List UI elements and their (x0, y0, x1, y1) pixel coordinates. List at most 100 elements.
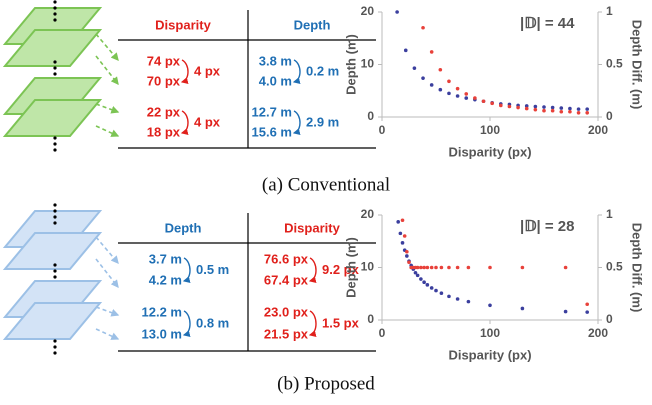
point (429, 83, 434, 87)
dot (53, 6, 57, 10)
table-diff: 9.2 px (322, 262, 360, 277)
dot (53, 275, 57, 279)
table-value: 70 px (147, 73, 181, 88)
table-value: 13.0 m (142, 326, 182, 341)
curved-arrow (292, 110, 301, 135)
table-diff: 1.5 px (322, 315, 360, 330)
plane (2, 29, 103, 67)
x-tick-label: 100 (480, 123, 500, 137)
point (466, 299, 471, 304)
point (520, 265, 525, 270)
point (405, 254, 409, 258)
y-axis-label: Depth (m) (343, 237, 358, 298)
x-tick-label: 200 (588, 123, 608, 137)
point (439, 291, 444, 296)
table-value: 15.6 m (252, 124, 292, 139)
point (415, 273, 420, 278)
table-header: Depth (165, 220, 202, 235)
dot (53, 136, 57, 140)
point (421, 25, 425, 30)
point (422, 280, 426, 285)
point (585, 310, 589, 314)
point (439, 265, 444, 270)
point (425, 283, 430, 287)
point (488, 265, 492, 270)
point (425, 265, 430, 270)
point (488, 303, 492, 308)
dashed-arrow (95, 103, 120, 114)
point (585, 107, 589, 111)
point (403, 48, 408, 53)
table-diff: 4 px (194, 114, 221, 129)
y-tick-label: 0 (367, 109, 374, 123)
point (396, 220, 401, 224)
point (400, 218, 405, 223)
point (520, 306, 525, 311)
caption: (b) Proposed (277, 373, 375, 394)
curved-arrow (308, 257, 317, 283)
y2-axis-label: Depth Diff. (m) (630, 223, 645, 313)
point (419, 277, 423, 281)
dot (53, 142, 57, 146)
point (455, 265, 460, 270)
point (455, 86, 460, 91)
point (563, 265, 568, 270)
dot (53, 339, 57, 343)
y-tick-label: 0 (367, 312, 374, 326)
point (429, 50, 434, 54)
point (419, 265, 423, 270)
y2-tick-label: 0.5 (606, 260, 623, 274)
point (455, 94, 460, 98)
y2-tick-label: 1 (606, 4, 613, 18)
table-value: 76.6 px (264, 251, 309, 266)
table-diff: 2.9 m (306, 114, 339, 129)
dot (53, 263, 57, 267)
table-value: 67.4 px (264, 272, 309, 287)
point (533, 107, 538, 112)
dashed-arrow (95, 306, 120, 317)
dashed-arrow (95, 33, 119, 62)
curved-arrow (180, 59, 189, 84)
point (447, 79, 451, 84)
point (542, 105, 546, 109)
curved-arrow (292, 59, 301, 84)
x-tick-label: 0 (379, 123, 386, 137)
point (438, 87, 443, 92)
point (421, 76, 425, 80)
dashed-arrow (95, 328, 120, 340)
table-value: 4.0 m (259, 73, 292, 88)
dot (53, 221, 57, 225)
point (473, 96, 477, 100)
plane (2, 232, 103, 270)
point (438, 67, 443, 72)
point (429, 286, 434, 290)
table-value: 3.8 m (259, 53, 292, 68)
point (407, 260, 411, 265)
dot (53, 148, 57, 152)
x-axis-label: Disparity (px) (448, 347, 531, 362)
x-tick-label: 200 (588, 326, 608, 340)
table-value: 4.2 m (149, 272, 182, 287)
table-diff: 4 px (194, 63, 221, 78)
dot (53, 215, 57, 219)
table-diff: 0.5 m (196, 262, 229, 277)
dot (53, 345, 57, 349)
point (464, 92, 469, 96)
point (434, 265, 438, 270)
y2-tick-label: 1 (606, 207, 613, 221)
point (568, 106, 572, 111)
point (481, 99, 486, 104)
point (429, 265, 434, 270)
dashed-arrow (95, 125, 120, 137)
point (533, 104, 538, 109)
point (576, 107, 581, 111)
curved-arrow (182, 257, 191, 283)
point (415, 265, 420, 270)
table-value: 12.7 m (252, 104, 292, 119)
dot (53, 66, 57, 70)
table-header: Depth (294, 17, 331, 32)
dot (53, 0, 57, 4)
y-tick-label: 20 (361, 4, 375, 18)
dashed-arrow (95, 258, 119, 289)
point (398, 231, 403, 236)
